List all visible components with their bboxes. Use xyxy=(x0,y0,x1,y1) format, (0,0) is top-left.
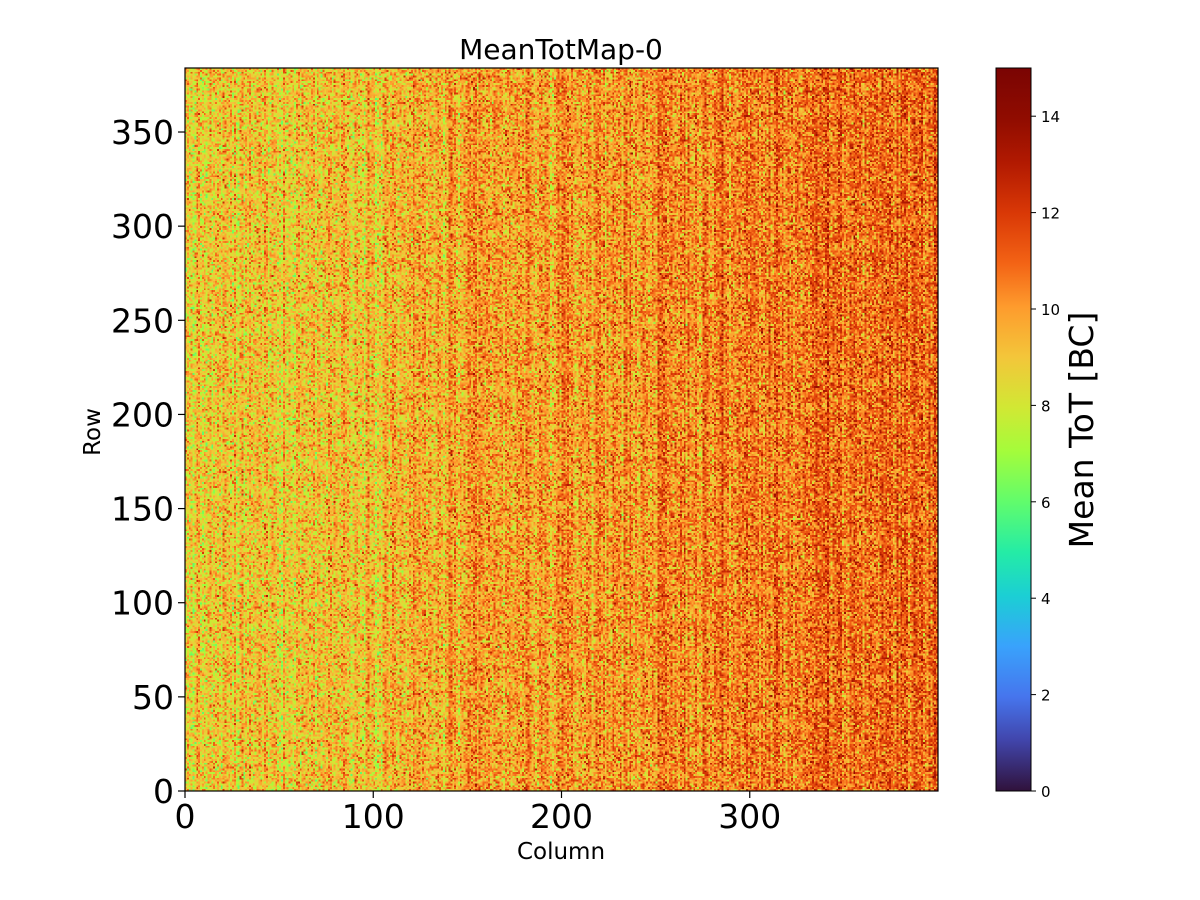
y-tick-label: 300 xyxy=(111,207,174,246)
y-tick-label: 200 xyxy=(111,395,174,434)
colorbar xyxy=(995,67,1032,792)
colorbar-tick-label: 14 xyxy=(1041,108,1060,126)
y-tick-label: 100 xyxy=(111,584,174,623)
x-tick-label: 100 xyxy=(342,797,405,836)
colorbar-tick-label: 10 xyxy=(1041,301,1060,319)
y-tick-label: 150 xyxy=(111,490,174,529)
x-axis-ticks: 0 100 200 300 xyxy=(175,791,781,836)
colorbar-ticks: 0 2 4 6 8 10 12 14 xyxy=(1031,108,1060,801)
x-tick-label: 300 xyxy=(718,797,781,836)
heatmap-plot xyxy=(185,68,938,791)
y-tick-label: 50 xyxy=(132,678,174,717)
x-tick-label: 0 xyxy=(175,797,196,836)
y-tick-label: 350 xyxy=(111,113,174,152)
colorbar-tick-label: 8 xyxy=(1041,397,1051,415)
y-axis-ticks: 0 50 100 150 200 250 300 350 xyxy=(111,113,185,811)
heatmap-canvas xyxy=(185,68,938,791)
x-tick-label: 200 xyxy=(530,797,593,836)
y-axis-label: Row xyxy=(80,408,106,456)
colorbar-label: Mean ToT [BC] xyxy=(1062,312,1101,549)
y-tick-label: 250 xyxy=(111,301,174,340)
colorbar-tick-label: 0 xyxy=(1041,783,1051,801)
y-tick-label: 0 xyxy=(153,772,174,811)
colorbar-tick-label: 6 xyxy=(1041,494,1051,512)
x-axis-label: Column xyxy=(517,839,605,865)
colorbar-tick-label: 4 xyxy=(1041,590,1051,608)
chart-title: MeanTotMap-0 xyxy=(459,33,663,66)
colorbar-tick-label: 12 xyxy=(1041,205,1060,223)
colorbar-tick-label: 2 xyxy=(1041,687,1051,705)
